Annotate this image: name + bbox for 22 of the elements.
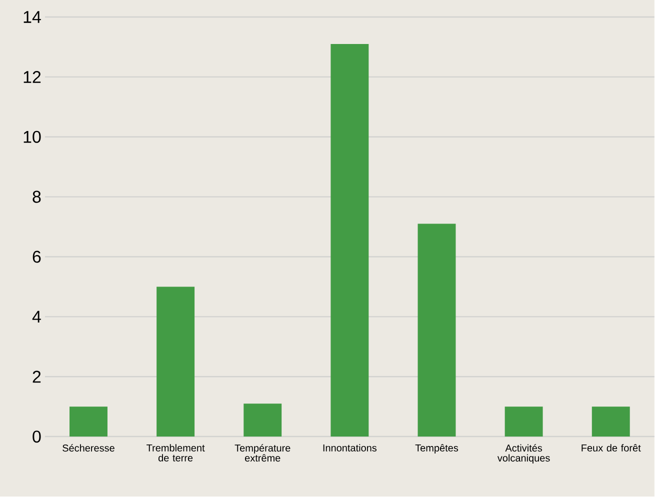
x-tick-label: Feux de forêt xyxy=(582,444,641,452)
bar xyxy=(418,224,456,437)
y-tick-label: 2 xyxy=(32,370,41,383)
x-tick-label: Tempêtes xyxy=(415,444,458,454)
bar xyxy=(244,404,282,437)
bar xyxy=(504,406,543,437)
bar xyxy=(330,44,369,437)
y-tick-label: 0 xyxy=(32,430,41,443)
y-tick-label: 6 xyxy=(32,250,41,263)
x-tick-label: Sécheresse xyxy=(62,444,114,452)
bar xyxy=(592,406,630,437)
y-tick-label: 12 xyxy=(24,71,41,84)
x-tick-label: Innontations xyxy=(323,444,377,452)
y-tick-label: 10 xyxy=(24,131,41,144)
x-tick-label: Température extrême xyxy=(234,444,290,462)
y-tick-label: 8 xyxy=(32,191,41,204)
y-tick-label: 14 xyxy=(24,11,41,24)
bar xyxy=(70,406,108,437)
bar xyxy=(156,286,195,437)
x-tick-label: Activités volcaniques xyxy=(497,444,550,464)
x-tick-label: Tremblement de terre xyxy=(146,444,205,462)
y-tick-label: 4 xyxy=(32,311,41,323)
